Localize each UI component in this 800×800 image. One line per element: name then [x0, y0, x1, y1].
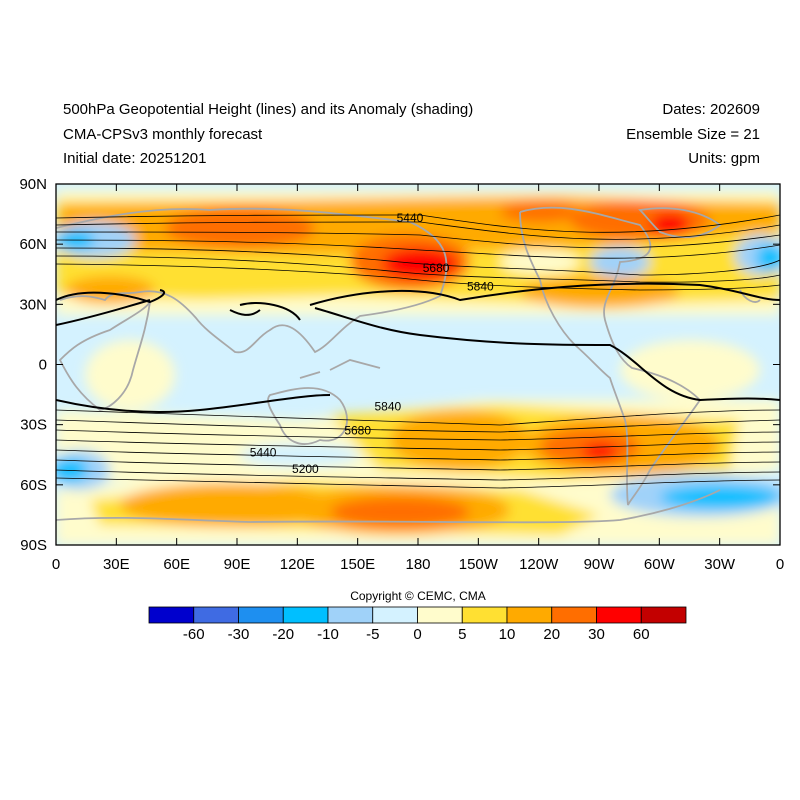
lon-tick-label: 90E — [224, 556, 251, 573]
lon-tick-label: 120W — [519, 556, 559, 573]
contour-label: 5200 — [292, 462, 319, 476]
colorbar-label: 5 — [458, 626, 467, 643]
contour-label: 5440 — [250, 446, 277, 460]
contour-label: 5440 — [397, 211, 424, 225]
colorbar-label: -5 — [366, 626, 380, 643]
colorbar-swatch — [148, 606, 195, 624]
colorbar-swatch — [372, 606, 418, 624]
lon-tick-label: 150W — [459, 556, 499, 573]
colorbar-swatch — [327, 606, 374, 624]
contour-label: 5680 — [344, 424, 371, 438]
lat-tick-label: 60N — [19, 236, 47, 253]
lat-tick-label: 30N — [19, 296, 47, 313]
colorbar — [148, 606, 687, 624]
lon-tick-label: 30E — [103, 556, 130, 573]
colorbar-label: -60 — [182, 626, 205, 643]
lon-tick-label: 60E — [163, 556, 190, 573]
lat-tick-label: 0 — [39, 357, 47, 374]
colorbar-label: 60 — [632, 626, 650, 643]
copyright: Copyright © CEMC, CMA — [350, 589, 486, 603]
lat-tick-label: 30S — [20, 417, 47, 434]
colorbar-swatch — [238, 606, 284, 624]
lat-tick-labels: 90N 60N 30N 0 30S 60S 90S — [19, 176, 47, 554]
lon-tick-label: 30W — [704, 556, 736, 573]
colorbar-swatch — [282, 606, 329, 624]
lon-tick-label: 0 — [52, 556, 60, 573]
ensemble-size: Ensemble Size = 21 — [626, 126, 760, 143]
lon-tick-label: 150E — [340, 556, 375, 573]
map-title: 500hPa Geopotential Height (lines) and i… — [63, 101, 474, 118]
contour-label: 5840 — [467, 279, 494, 293]
colorbar-swatch — [506, 606, 553, 624]
lon-tick-label: 60W — [644, 556, 676, 573]
tick-marks — [55, 183, 781, 546]
colorbar-swatch — [551, 606, 597, 624]
bold-contours — [56, 282, 780, 413]
initial-date: Initial date: 20251201 — [63, 150, 207, 167]
colorbar-label: -20 — [272, 626, 295, 643]
forecast-dates: Dates: 202609 — [662, 101, 760, 118]
height-contours — [56, 214, 780, 489]
lon-tick-labels: 0 30E 60E 90E 120E 150E 180 150W 120W 90W 60W 30W 0 — [52, 556, 784, 573]
colorbar-swatch — [596, 606, 642, 624]
colorbar-label: -30 — [227, 626, 250, 643]
colorbar-swatch — [640, 606, 687, 624]
colorbar-label: 20 — [543, 626, 561, 643]
lat-tick-label: 60S — [20, 477, 47, 494]
lon-tick-label: 120E — [280, 556, 315, 573]
lon-tick-label: 180 — [405, 556, 430, 573]
model-name: CMA-CPSv3 monthly forecast — [63, 126, 263, 143]
contour-label: 5680 — [423, 261, 450, 275]
colorbar-label: -10 — [317, 626, 339, 643]
colorbar-swatch — [417, 606, 463, 624]
contour-label: 5840 — [374, 400, 401, 414]
colorbar-label: 10 — [498, 626, 516, 643]
colorbar-swatch — [461, 606, 508, 624]
lat-tick-label: 90S — [20, 537, 47, 554]
colorbar-swatch — [193, 606, 239, 624]
colorbar-label: 30 — [588, 626, 605, 643]
colorbar-label: 0 — [413, 626, 422, 643]
lon-tick-label: 90W — [584, 556, 616, 573]
lon-tick-label: 0 — [776, 556, 784, 573]
lat-tick-label: 90N — [19, 176, 47, 193]
units: Units: gpm — [688, 150, 760, 167]
